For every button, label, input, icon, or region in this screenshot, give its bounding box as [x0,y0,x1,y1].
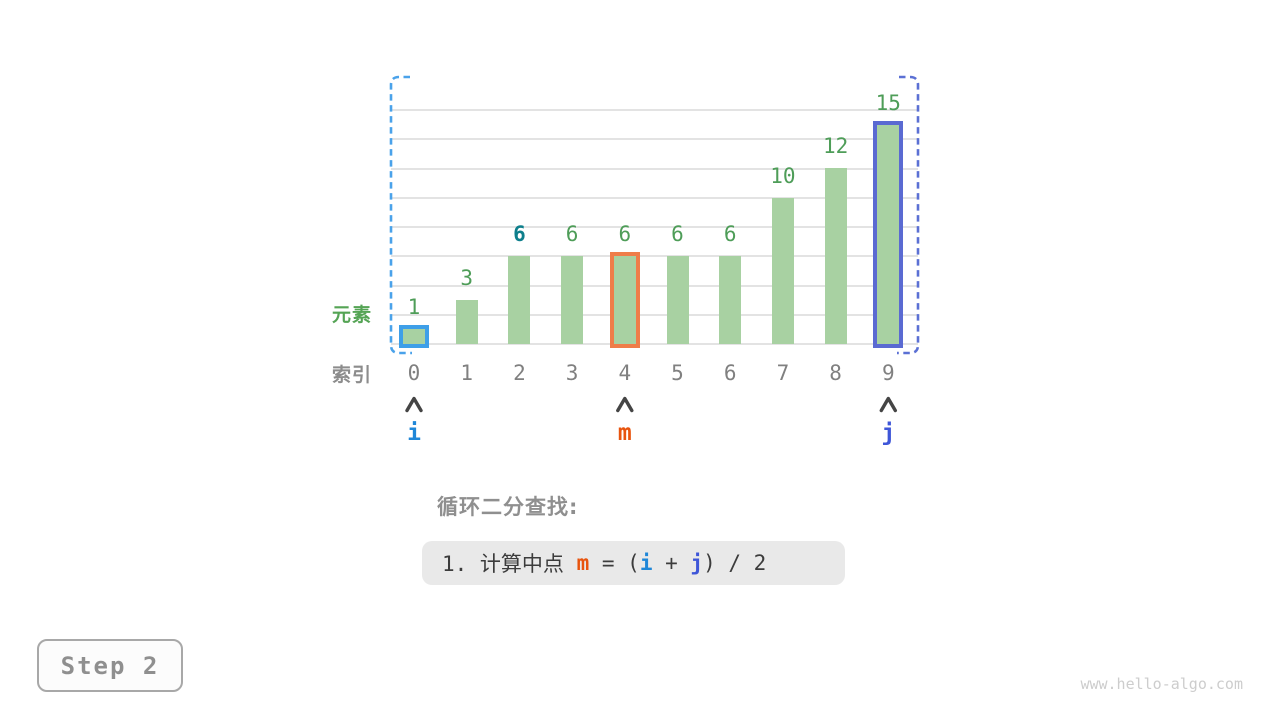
grid-line [391,284,918,287]
formula-segment: j [690,551,704,575]
index-label: 2 [513,361,526,385]
index-label: 4 [618,361,632,385]
index-label: 1 [460,361,474,385]
pointer-label-i: i [407,420,421,446]
index-label: 7 [776,361,790,385]
caret-up-icon [879,396,897,413]
formula-segment: = ( [589,551,640,575]
bar-value-label: 10 [770,164,796,188]
caption-heading: 循环二分查找: [437,495,579,519]
bar [666,256,689,344]
bar [824,168,847,344]
index-label: 0 [407,361,421,385]
bar [455,300,478,344]
formula-box: 1. 计算中点 m = (i + j) / 2 [422,541,845,585]
bar-value-label: 6 [618,222,632,246]
bar [609,252,640,348]
formula-segment: 1. 计算中点 [442,552,577,576]
pointer-label-m: m [617,420,632,446]
index-label: 3 [565,361,579,385]
index-label: 6 [723,361,737,385]
grid-line [391,196,918,199]
bar [873,121,904,348]
bar-value-label: 3 [460,266,474,290]
caret-up-icon [616,396,634,413]
bar-value-label: 6 [723,222,737,246]
index-label: 8 [829,361,842,385]
grid-line [391,313,918,316]
grid-line [391,226,918,228]
bar-value-label: 12 [822,134,849,158]
caret-up-icon [405,396,423,413]
grid-line [391,255,918,258]
watermark: www.hello-algo.com [1080,675,1243,693]
bar [771,198,794,344]
y-axis-label: 元素 [331,304,372,326]
step-badge: Step 2 [37,639,183,692]
index-label: 5 [671,361,684,385]
formula-segment: ) / 2 [703,551,767,575]
pointer-label-j: j [881,420,896,446]
x-axis-label: 索引 [331,364,372,386]
grid-line [391,138,918,141]
grid-line [391,343,918,345]
grid-line [391,167,918,170]
bar [508,256,531,344]
bar [399,325,429,348]
bar-value-label: 6 [565,222,579,246]
bar [561,256,584,344]
index-label: 9 [881,361,895,385]
grid-line [391,109,918,111]
bar-value-label: 6 [671,222,684,246]
bar-value-label: 6 [513,222,526,246]
formula-segment: m [576,551,590,575]
bar-value-label: 1 [407,295,421,319]
bar [719,256,742,344]
formula-segment: + [652,551,691,575]
bar-value-label: 15 [875,91,901,115]
formula-segment: i [639,551,653,575]
step-badge-label: Step 2 [60,651,160,680]
